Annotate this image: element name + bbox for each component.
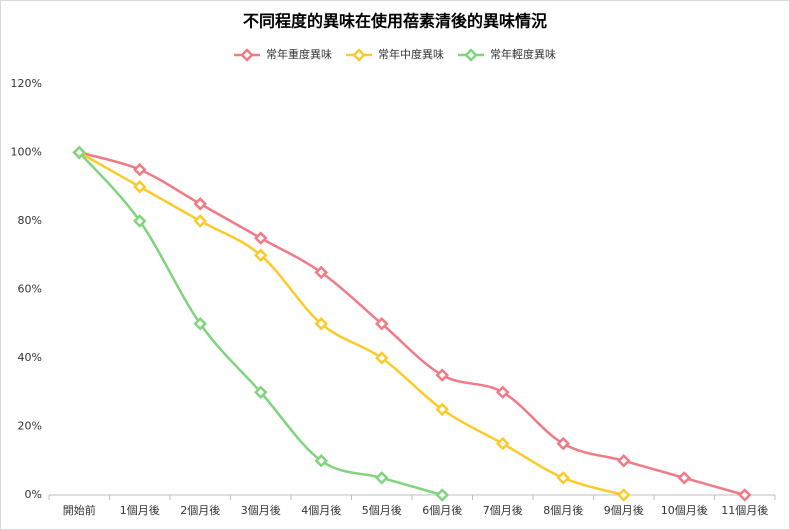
data-point bbox=[253, 248, 268, 263]
data-point bbox=[435, 488, 450, 502]
data-point bbox=[253, 385, 268, 400]
data-point bbox=[72, 145, 87, 160]
data-point bbox=[616, 488, 631, 502]
x-tick-label: 2個月後 bbox=[180, 503, 220, 517]
legend-marker bbox=[352, 48, 366, 62]
x-tick-label: 6個月後 bbox=[422, 503, 462, 517]
x-tick-label: 11個月後 bbox=[721, 503, 768, 517]
x-tick-label: 開始前 bbox=[63, 503, 96, 517]
data-point bbox=[132, 179, 147, 194]
x-tick-label: 5個月後 bbox=[362, 503, 402, 517]
data-point bbox=[435, 368, 450, 382]
y-tick-label: 80% bbox=[18, 214, 42, 227]
data-point bbox=[677, 471, 692, 485]
data-point bbox=[193, 197, 208, 211]
x-tick-label: 7個月後 bbox=[483, 503, 523, 517]
data-point bbox=[374, 471, 389, 485]
data-point bbox=[616, 453, 631, 468]
data-point bbox=[132, 214, 147, 228]
data-point bbox=[314, 316, 329, 331]
x-tick-label: 8個月後 bbox=[543, 503, 583, 517]
y-tick-label: 100% bbox=[11, 146, 42, 159]
data-point bbox=[193, 214, 208, 228]
data-point bbox=[314, 265, 329, 280]
legend-marker bbox=[240, 48, 254, 62]
data-point bbox=[132, 162, 147, 177]
y-tick-label: 60% bbox=[18, 283, 42, 296]
data-point bbox=[737, 488, 752, 502]
data-point bbox=[314, 453, 329, 468]
data-point bbox=[495, 436, 510, 451]
data-point bbox=[435, 402, 450, 417]
x-tick-label: 9個月後 bbox=[604, 503, 644, 517]
y-tick-label: 40% bbox=[18, 351, 42, 364]
x-tick-label: 10個月後 bbox=[661, 503, 708, 517]
x-tick-label: 3個月後 bbox=[241, 503, 281, 517]
data-point bbox=[253, 231, 268, 245]
x-tick-label: 1個月後 bbox=[120, 503, 160, 517]
legend-marker bbox=[464, 48, 478, 62]
y-tick-label: 120% bbox=[11, 77, 42, 90]
data-point bbox=[495, 385, 510, 400]
legend-label: 常年輕度異味 bbox=[490, 47, 556, 61]
x-tick-label: 4個月後 bbox=[301, 503, 341, 517]
legend-label: 常年重度異味 bbox=[266, 47, 332, 61]
data-point bbox=[374, 316, 389, 331]
chart-title: 不同程度的異味在使用蓓素清後的異味情況 bbox=[243, 12, 547, 31]
legend-label: 常年中度異味 bbox=[378, 47, 444, 61]
y-tick-label: 20% bbox=[18, 420, 42, 433]
data-point bbox=[374, 351, 389, 365]
data-point bbox=[556, 471, 571, 485]
data-point bbox=[556, 436, 571, 451]
series-line bbox=[78, 151, 625, 497]
y-tick-label: 0% bbox=[25, 488, 42, 501]
data-point bbox=[193, 316, 208, 331]
